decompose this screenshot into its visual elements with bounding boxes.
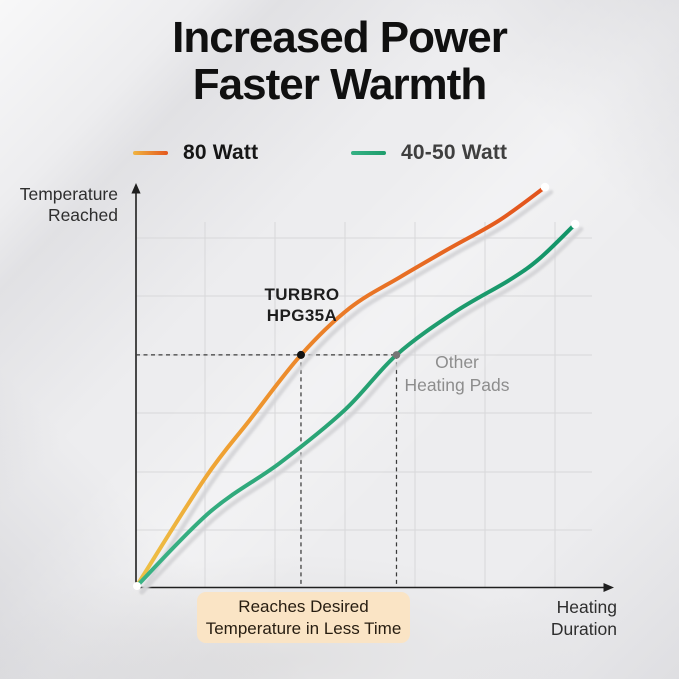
legend-item-80-watt: 80 Watt (133, 141, 258, 165)
dashed-guides (136, 354, 398, 587)
callout-line-1: Reaches Desired (238, 596, 369, 616)
curves (134, 185, 578, 589)
series-annotation-other-pads: Other Heating Pads (396, 351, 518, 397)
callout-line-2: Temperature in Less Time (205, 618, 402, 638)
title-line-1: Increased Power (172, 13, 508, 62)
other-line-1: Other (435, 352, 479, 372)
axes (131, 183, 614, 592)
legend-label-40-50-watt: 40-50 Watt (401, 141, 508, 164)
legend-item-40-50-watt: 40-50 Watt (351, 141, 507, 165)
x-axis-label: Heating Duration (518, 596, 617, 640)
y-axis-label-line-1: Temperature (19, 184, 118, 204)
x-axis-label-line-2: Duration (550, 619, 617, 639)
x-axis-label-line-1: Heating (556, 597, 617, 617)
legend-swatch-40-50-watt-icon (351, 150, 386, 156)
curve-shadows (139, 189, 584, 595)
y-axis-label: Temperature Reached (8, 184, 118, 226)
legend-swatch-80-watt-icon (133, 150, 168, 156)
title-line-2: Faster Warmth (192, 60, 487, 109)
legend-label-80-watt: 80 Watt (183, 141, 259, 164)
other-line-2: Heating Pads (404, 375, 510, 395)
series-annotation-turbro: TURBRO HPG35A (246, 284, 358, 326)
turbro-line-2: HPG35A (266, 306, 338, 325)
page-title: Increased Power Faster Warmth (0, 14, 679, 108)
turbro-line-1: TURBRO (264, 285, 340, 304)
y-axis-label-line-2: Reached (47, 205, 118, 225)
callout-reaches-desired-temperature: Reaches Desired Temperature in Less Time (197, 592, 410, 643)
marker-dots (133, 182, 580, 590)
